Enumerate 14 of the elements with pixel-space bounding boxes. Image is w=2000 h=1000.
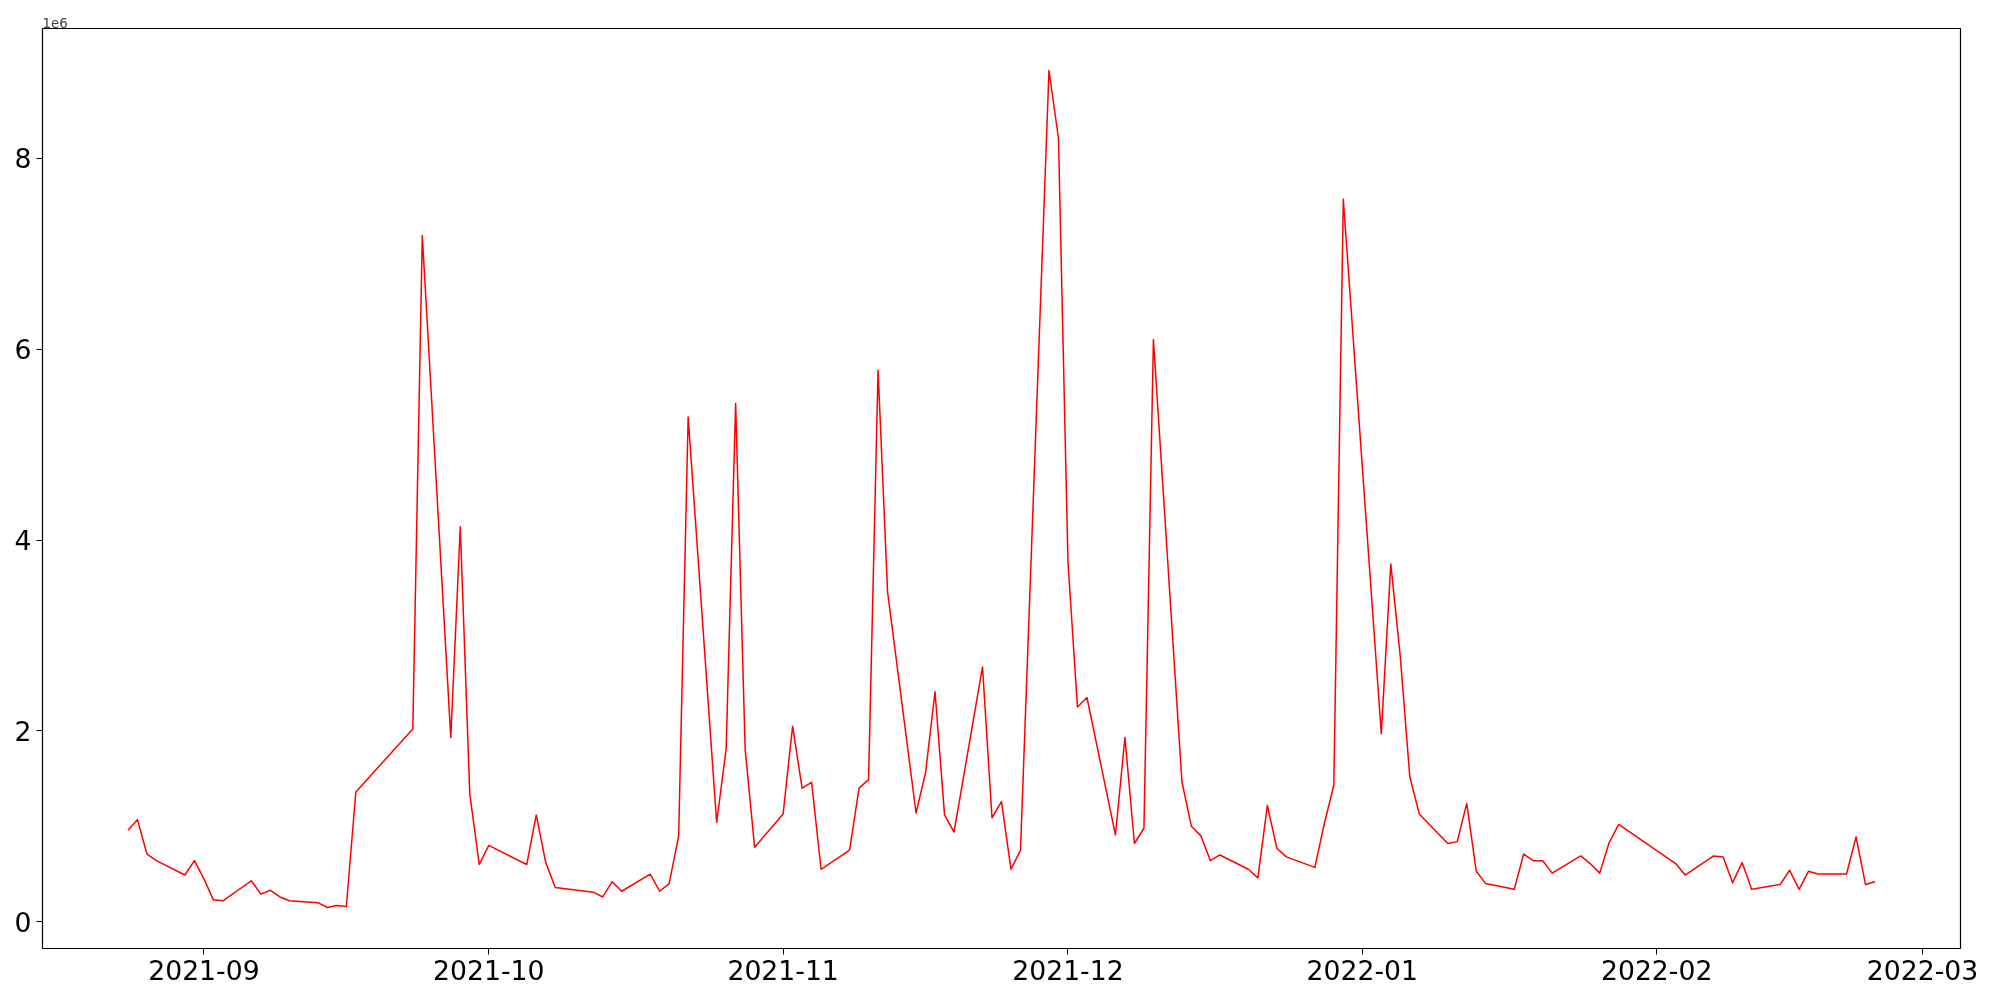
x-tick-label: 2021-11: [727, 954, 839, 986]
x-tick-label: 2021-09: [148, 954, 260, 986]
x-tick-label: 2022-01: [1306, 954, 1419, 986]
x-tick-label: 2021-10: [433, 954, 545, 986]
x-tick-label: 2022-03: [1866, 954, 1979, 986]
y-tick-label: 2: [14, 715, 32, 747]
line-series: [127, 69, 1876, 909]
y-tick-label: 8: [14, 143, 32, 175]
y-tick-label: 4: [14, 525, 32, 557]
x-tick-label: 2021-12: [1012, 954, 1124, 986]
y-tick-label: 6: [14, 334, 32, 366]
annotation: 1e6: [42, 15, 68, 31]
y-tick-label: 0: [14, 906, 32, 938]
x-tick-label: 2022-02: [1600, 954, 1713, 986]
